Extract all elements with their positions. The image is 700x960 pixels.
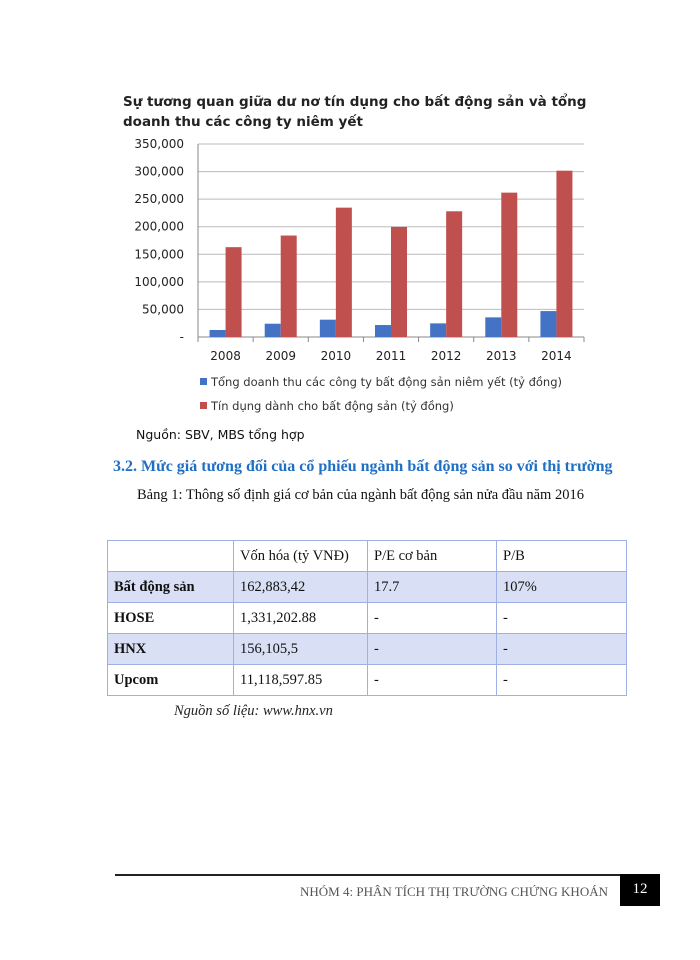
bar-credit	[280, 235, 297, 337]
table-header-row: Vốn hóa (tỷ VNĐ) P/E cơ bản P/B	[107, 540, 627, 572]
x-tick-label: 2012	[431, 349, 462, 363]
header-cell: Vốn hóa (tỷ VNĐ)	[233, 540, 368, 572]
bar-revenue	[375, 325, 391, 337]
y-tick-label: 200,000	[134, 220, 184, 234]
y-tick-label: 350,000	[134, 137, 184, 151]
row-label: HOSE	[107, 602, 234, 634]
cell: -	[496, 633, 627, 665]
cell: 107%	[496, 571, 627, 603]
table-row: HNX 156,105,5 - -	[107, 633, 627, 665]
x-tick-label: 2010	[321, 349, 352, 363]
valuation-table: Vốn hóa (tỷ VNĐ) P/E cơ bản P/B Bất động…	[107, 540, 627, 696]
bar-revenue	[209, 329, 226, 337]
cell: 156,105,5	[233, 633, 368, 665]
legend-label: Tín dụng dành cho bất động sản (tỷ đồng)	[211, 399, 454, 413]
bar-credit	[225, 247, 242, 337]
table-source-note: Nguồn số liệu: www.hnx.vn	[174, 703, 333, 719]
footer-divider	[115, 874, 621, 876]
legend-item-credit: Tín dụng dành cho bất động sản (tỷ đồng)	[200, 399, 454, 413]
table-caption: Bảng 1: Thông số định giá cơ bản của ngà…	[137, 487, 584, 503]
footer-text: NHÓM 4: PHÂN TÍCH THỊ TRƯỜNG CHỨNG KHOÁN	[300, 884, 608, 899]
header-cell	[107, 540, 234, 572]
y-tick-label: 150,000	[134, 247, 184, 261]
cell: 162,883,42	[233, 571, 368, 603]
cell: -	[496, 602, 627, 634]
y-tick-label: 100,000	[134, 275, 184, 289]
row-label: Upcom	[107, 664, 234, 696]
cell: 17.7	[367, 571, 497, 603]
table-row: HOSE 1,331,202.88 - -	[107, 602, 627, 634]
y-tick-label: 300,000	[134, 165, 184, 179]
cell: -	[367, 633, 497, 665]
x-tick-label: 2013	[486, 349, 517, 363]
cell: -	[367, 664, 497, 696]
bar-revenue	[319, 319, 336, 337]
bar-credit	[446, 211, 463, 337]
bar-revenue	[540, 311, 557, 337]
x-tick-label: 2011	[376, 349, 407, 363]
chart-source: Nguồn: SBV, MBS tổng hợp	[136, 427, 305, 442]
cell: 1,331,202.88	[233, 602, 368, 634]
x-tick-label: 2009	[265, 349, 296, 363]
table-row: Upcom 11,118,597.85 - -	[107, 664, 627, 696]
cell: 11,118,597.85	[233, 664, 368, 696]
chart-title: Sự tương quan giữa dư nơ tín dụng cho bấ…	[123, 94, 587, 130]
bar-credit	[501, 192, 518, 337]
bar-chart: - 50,000 100,000 150,000 200,000 250,000 300,0…	[134, 137, 585, 363]
section-heading: 3.2. Mức giá tương đối của cổ phiếu ngàn…	[113, 458, 613, 475]
cell: -	[367, 602, 497, 634]
page-number: 12	[620, 874, 660, 906]
y-tick-label: 50,000	[142, 302, 184, 316]
header-cell: P/B	[496, 540, 627, 572]
legend-swatch-red	[200, 402, 207, 409]
bar-credit	[391, 226, 407, 337]
x-tick-label: 2008	[210, 349, 241, 363]
row-label: Bất động sản	[107, 571, 234, 603]
bar-revenue	[485, 317, 502, 337]
x-tick-label: 2014	[541, 349, 572, 363]
legend-swatch-blue	[200, 378, 207, 385]
bar-credit	[556, 170, 573, 337]
y-tick-label: 250,000	[134, 192, 184, 206]
header-cell: P/E cơ bản	[367, 540, 497, 572]
row-label: HNX	[107, 633, 234, 665]
cell: -	[496, 664, 627, 696]
bar-revenue	[264, 323, 281, 337]
bar-revenue	[430, 323, 447, 337]
legend-item-revenue: Tổng doanh thu các công ty bất động sản …	[200, 375, 562, 389]
bar-credit	[335, 207, 352, 337]
y-tick-label: -	[180, 330, 184, 344]
table-row: Bất động sản 162,883,42 17.7 107%	[107, 571, 627, 603]
legend-label: Tổng doanh thu các công ty bất động sản …	[211, 375, 562, 389]
